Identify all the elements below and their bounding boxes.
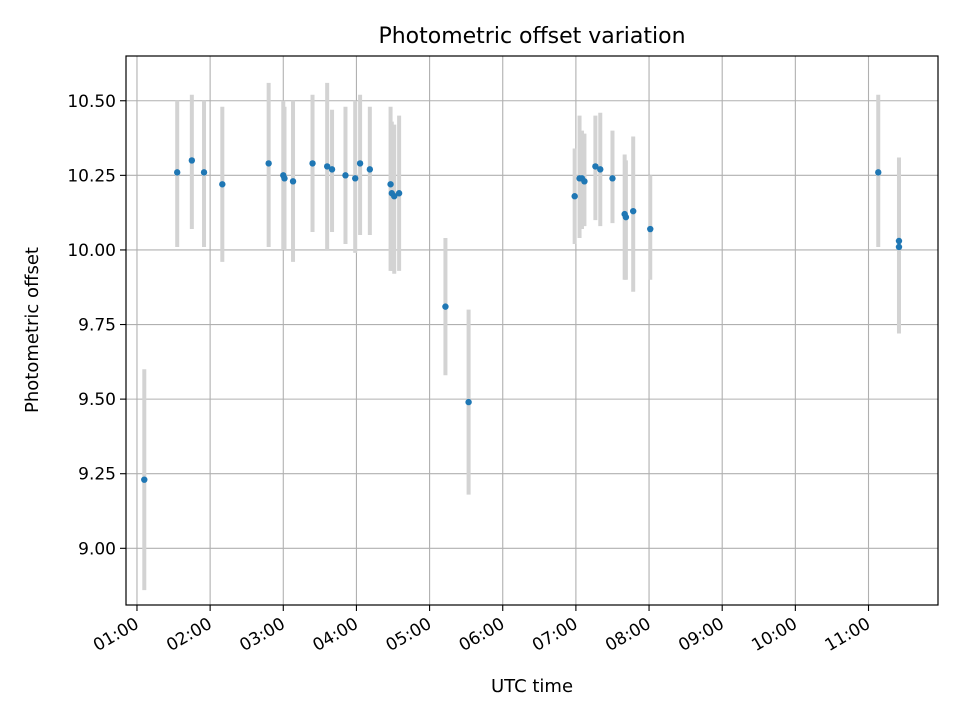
- data-point: [465, 398, 472, 406]
- data-point: [265, 160, 272, 167]
- data-point: [581, 178, 588, 185]
- data-point: [366, 166, 374, 173]
- data-point: [571, 193, 578, 200]
- data-point: [875, 169, 882, 176]
- data-point: [356, 160, 364, 167]
- y-tick-label: 9.00: [78, 539, 116, 559]
- data-point: [609, 175, 616, 182]
- data-point: [622, 213, 630, 221]
- y-tick-label: 10.00: [67, 241, 116, 261]
- data-point: [352, 175, 359, 182]
- y-axis-ticks: 9.00 9.25 9.50 9.75 10.00 10.25 10.50: [67, 92, 126, 559]
- data-point: [188, 157, 196, 164]
- data-point: [592, 163, 599, 170]
- data-point: [342, 172, 349, 179]
- data-point: [387, 181, 394, 188]
- y-tick-label: 9.25: [78, 465, 116, 485]
- data-point: [629, 207, 637, 215]
- data-point: [895, 243, 903, 251]
- data-point: [141, 476, 148, 483]
- y-tick-label: 10.25: [67, 166, 116, 186]
- data-point: [895, 237, 903, 245]
- data-point: [442, 303, 449, 310]
- data-point: [309, 160, 316, 167]
- data-point: [281, 175, 288, 182]
- data-point: [219, 181, 226, 188]
- y-axis-label: Photometric offset: [22, 247, 43, 413]
- data-point: [174, 169, 181, 176]
- grid-lines: [126, 56, 938, 605]
- data-point: [391, 193, 398, 200]
- y-tick-label: 9.50: [78, 390, 116, 410]
- data-point: [395, 190, 403, 197]
- y-tick-label: 10.50: [67, 92, 116, 112]
- x-axis-label: UTC time: [491, 676, 573, 697]
- plot-frame: [125, 55, 939, 606]
- data-point: [597, 166, 604, 173]
- chart-title: Photometric offset variation: [378, 24, 685, 49]
- data-point: [647, 225, 654, 233]
- data-point: [289, 178, 297, 185]
- data-points: [141, 157, 903, 483]
- data-point: [328, 166, 336, 173]
- data-point: [200, 169, 208, 176]
- y-tick-label: 9.75: [78, 316, 116, 336]
- data-point: [323, 163, 331, 170]
